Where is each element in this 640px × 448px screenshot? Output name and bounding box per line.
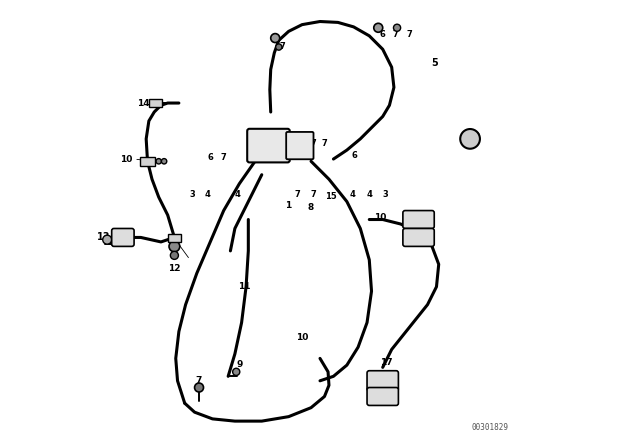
FancyBboxPatch shape [367, 388, 398, 405]
Text: 15: 15 [325, 192, 337, 201]
Text: 2: 2 [473, 132, 479, 141]
FancyBboxPatch shape [112, 228, 134, 246]
Circle shape [374, 23, 383, 32]
Circle shape [271, 34, 280, 43]
FancyBboxPatch shape [367, 371, 398, 391]
FancyBboxPatch shape [403, 211, 434, 228]
Text: 1: 1 [285, 201, 292, 210]
Circle shape [394, 24, 401, 31]
Text: 10: 10 [120, 155, 132, 164]
Text: 6: 6 [271, 33, 277, 42]
Text: 7: 7 [407, 30, 412, 39]
Text: 3: 3 [382, 190, 388, 199]
Text: 5: 5 [431, 58, 438, 68]
Text: 00301829: 00301829 [472, 423, 509, 432]
Text: 3: 3 [189, 190, 195, 199]
Text: 7: 7 [392, 30, 398, 39]
Circle shape [460, 129, 480, 149]
Circle shape [103, 235, 112, 244]
Bar [148, 99, 163, 107]
Text: 7: 7 [279, 42, 285, 51]
Circle shape [156, 159, 161, 164]
Text: 11: 11 [237, 282, 250, 291]
FancyBboxPatch shape [247, 129, 290, 162]
Text: 7: 7 [295, 190, 300, 199]
Text: 8: 8 [308, 202, 314, 211]
Text: 7: 7 [221, 153, 227, 162]
Text: 9: 9 [236, 360, 243, 369]
Text: 7: 7 [311, 190, 317, 199]
Circle shape [195, 383, 204, 392]
Circle shape [276, 44, 282, 50]
Text: 6: 6 [351, 151, 357, 160]
FancyBboxPatch shape [286, 132, 314, 159]
Text: 17: 17 [380, 358, 392, 367]
Text: 6: 6 [207, 153, 213, 162]
Circle shape [150, 159, 156, 164]
Text: 4: 4 [235, 190, 241, 199]
Text: 7: 7 [196, 376, 202, 385]
Text: 7: 7 [322, 138, 327, 147]
Text: 4: 4 [349, 190, 355, 199]
Bar [168, 234, 181, 242]
FancyBboxPatch shape [403, 228, 434, 246]
Text: 6: 6 [380, 30, 386, 39]
Text: 14: 14 [137, 99, 149, 108]
Circle shape [233, 368, 240, 375]
Circle shape [161, 159, 167, 164]
Text: 4: 4 [204, 190, 210, 199]
Text: 7: 7 [310, 138, 316, 147]
Text: 12: 12 [168, 264, 180, 273]
Circle shape [169, 241, 180, 252]
Bar [140, 157, 156, 166]
Text: 10: 10 [374, 212, 386, 221]
Text: 13: 13 [97, 233, 111, 242]
Text: 10: 10 [296, 333, 308, 342]
Circle shape [170, 251, 179, 259]
Text: 4: 4 [366, 190, 372, 199]
Text: 16: 16 [385, 371, 397, 380]
